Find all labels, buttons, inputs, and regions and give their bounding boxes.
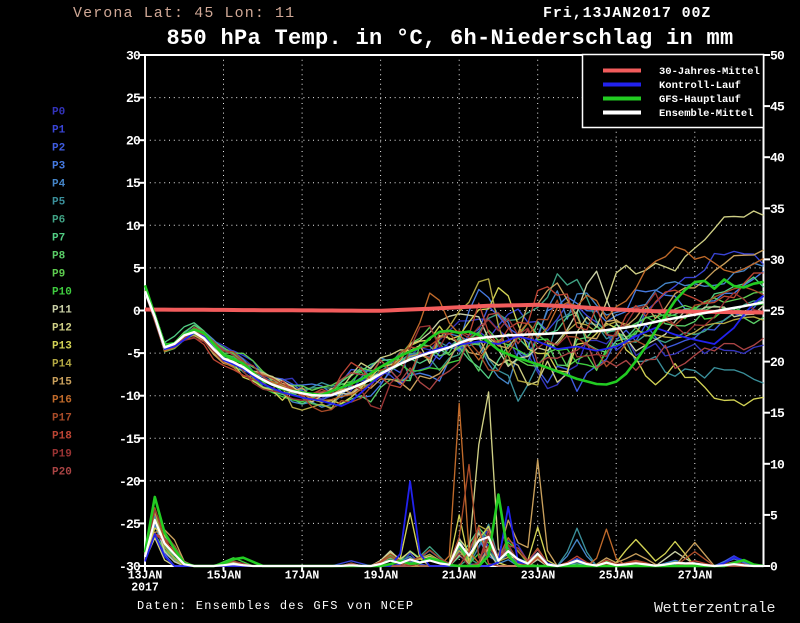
svg-text:-10: -10 xyxy=(119,389,141,404)
svg-text:P2: P2 xyxy=(52,143,65,155)
svg-text:850 hPa Temp. in °C, 6h-Nieder: 850 hPa Temp. in °C, 6h-Niederschlag in … xyxy=(166,26,733,51)
svg-text:17JAN: 17JAN xyxy=(285,570,320,583)
svg-text:P17: P17 xyxy=(52,413,72,425)
svg-text:-30: -30 xyxy=(119,560,141,575)
svg-text:30: 30 xyxy=(126,49,141,64)
svg-text:P14: P14 xyxy=(52,359,72,371)
svg-text:25: 25 xyxy=(126,91,141,106)
svg-text:30-Jahres-Mittel: 30-Jahres-Mittel xyxy=(659,66,760,78)
svg-text:10: 10 xyxy=(770,457,785,472)
svg-text:-25: -25 xyxy=(119,517,141,532)
svg-text:P19: P19 xyxy=(52,449,72,461)
svg-text:P7: P7 xyxy=(52,233,65,245)
svg-text:23JAN: 23JAN xyxy=(521,570,556,583)
svg-text:35: 35 xyxy=(770,202,785,217)
svg-text:15: 15 xyxy=(770,406,785,421)
svg-text:P10: P10 xyxy=(52,287,72,299)
svg-text:P6: P6 xyxy=(52,215,65,227)
svg-text:20: 20 xyxy=(126,134,141,149)
svg-text:30: 30 xyxy=(770,253,785,268)
svg-text:P8: P8 xyxy=(52,251,66,263)
svg-text:19JAN: 19JAN xyxy=(364,570,399,583)
svg-text:P1: P1 xyxy=(52,125,66,137)
svg-text:Kontroll-Lauf: Kontroll-Lauf xyxy=(659,80,741,92)
svg-text:10: 10 xyxy=(126,219,141,234)
svg-text:21JAN: 21JAN xyxy=(442,570,477,583)
svg-text:P18: P18 xyxy=(52,431,72,443)
svg-text:Fri,13JAN2017 00Z: Fri,13JAN2017 00Z xyxy=(543,5,711,22)
svg-text:5: 5 xyxy=(770,508,778,523)
svg-text:27JAN: 27JAN xyxy=(678,570,713,583)
svg-text:P11: P11 xyxy=(52,305,72,317)
svg-text:-15: -15 xyxy=(119,432,141,447)
svg-text:Ensemble-Mittel: Ensemble-Mittel xyxy=(659,108,754,120)
svg-text:P0: P0 xyxy=(52,107,65,119)
svg-text:5: 5 xyxy=(133,261,141,276)
svg-text:20: 20 xyxy=(770,355,785,370)
svg-text:15JAN: 15JAN xyxy=(207,570,242,583)
svg-text:Verona Lat: 45 Lon: 11: Verona Lat: 45 Lon: 11 xyxy=(73,5,295,22)
svg-text:Wetterzentrale: Wetterzentrale xyxy=(654,600,775,617)
svg-text:P13: P13 xyxy=(52,341,72,353)
svg-text:P12: P12 xyxy=(52,323,72,335)
svg-text:Daten: Ensembles des GFS von N: Daten: Ensembles des GFS von NCEP xyxy=(137,599,414,613)
svg-text:0: 0 xyxy=(770,560,778,575)
svg-text:-5: -5 xyxy=(126,347,141,362)
svg-text:GFS-Hauptlauf: GFS-Hauptlauf xyxy=(659,94,741,106)
svg-text:P15: P15 xyxy=(52,377,72,389)
svg-text:25JAN: 25JAN xyxy=(599,570,634,583)
svg-text:P20: P20 xyxy=(52,467,72,479)
svg-text:-20: -20 xyxy=(119,474,141,489)
svg-text:50: 50 xyxy=(770,49,785,64)
svg-text:P5: P5 xyxy=(52,197,66,209)
svg-text:15: 15 xyxy=(126,176,141,191)
svg-text:2017: 2017 xyxy=(131,582,159,595)
svg-text:P3: P3 xyxy=(52,161,66,173)
svg-text:40: 40 xyxy=(770,151,785,166)
svg-text:P16: P16 xyxy=(52,395,72,407)
svg-text:P9: P9 xyxy=(52,269,65,281)
svg-text:45: 45 xyxy=(770,100,785,115)
svg-text:0: 0 xyxy=(133,304,141,319)
svg-text:25: 25 xyxy=(770,304,785,319)
svg-text:13JAN: 13JAN xyxy=(128,570,163,583)
svg-text:P4: P4 xyxy=(52,179,66,191)
